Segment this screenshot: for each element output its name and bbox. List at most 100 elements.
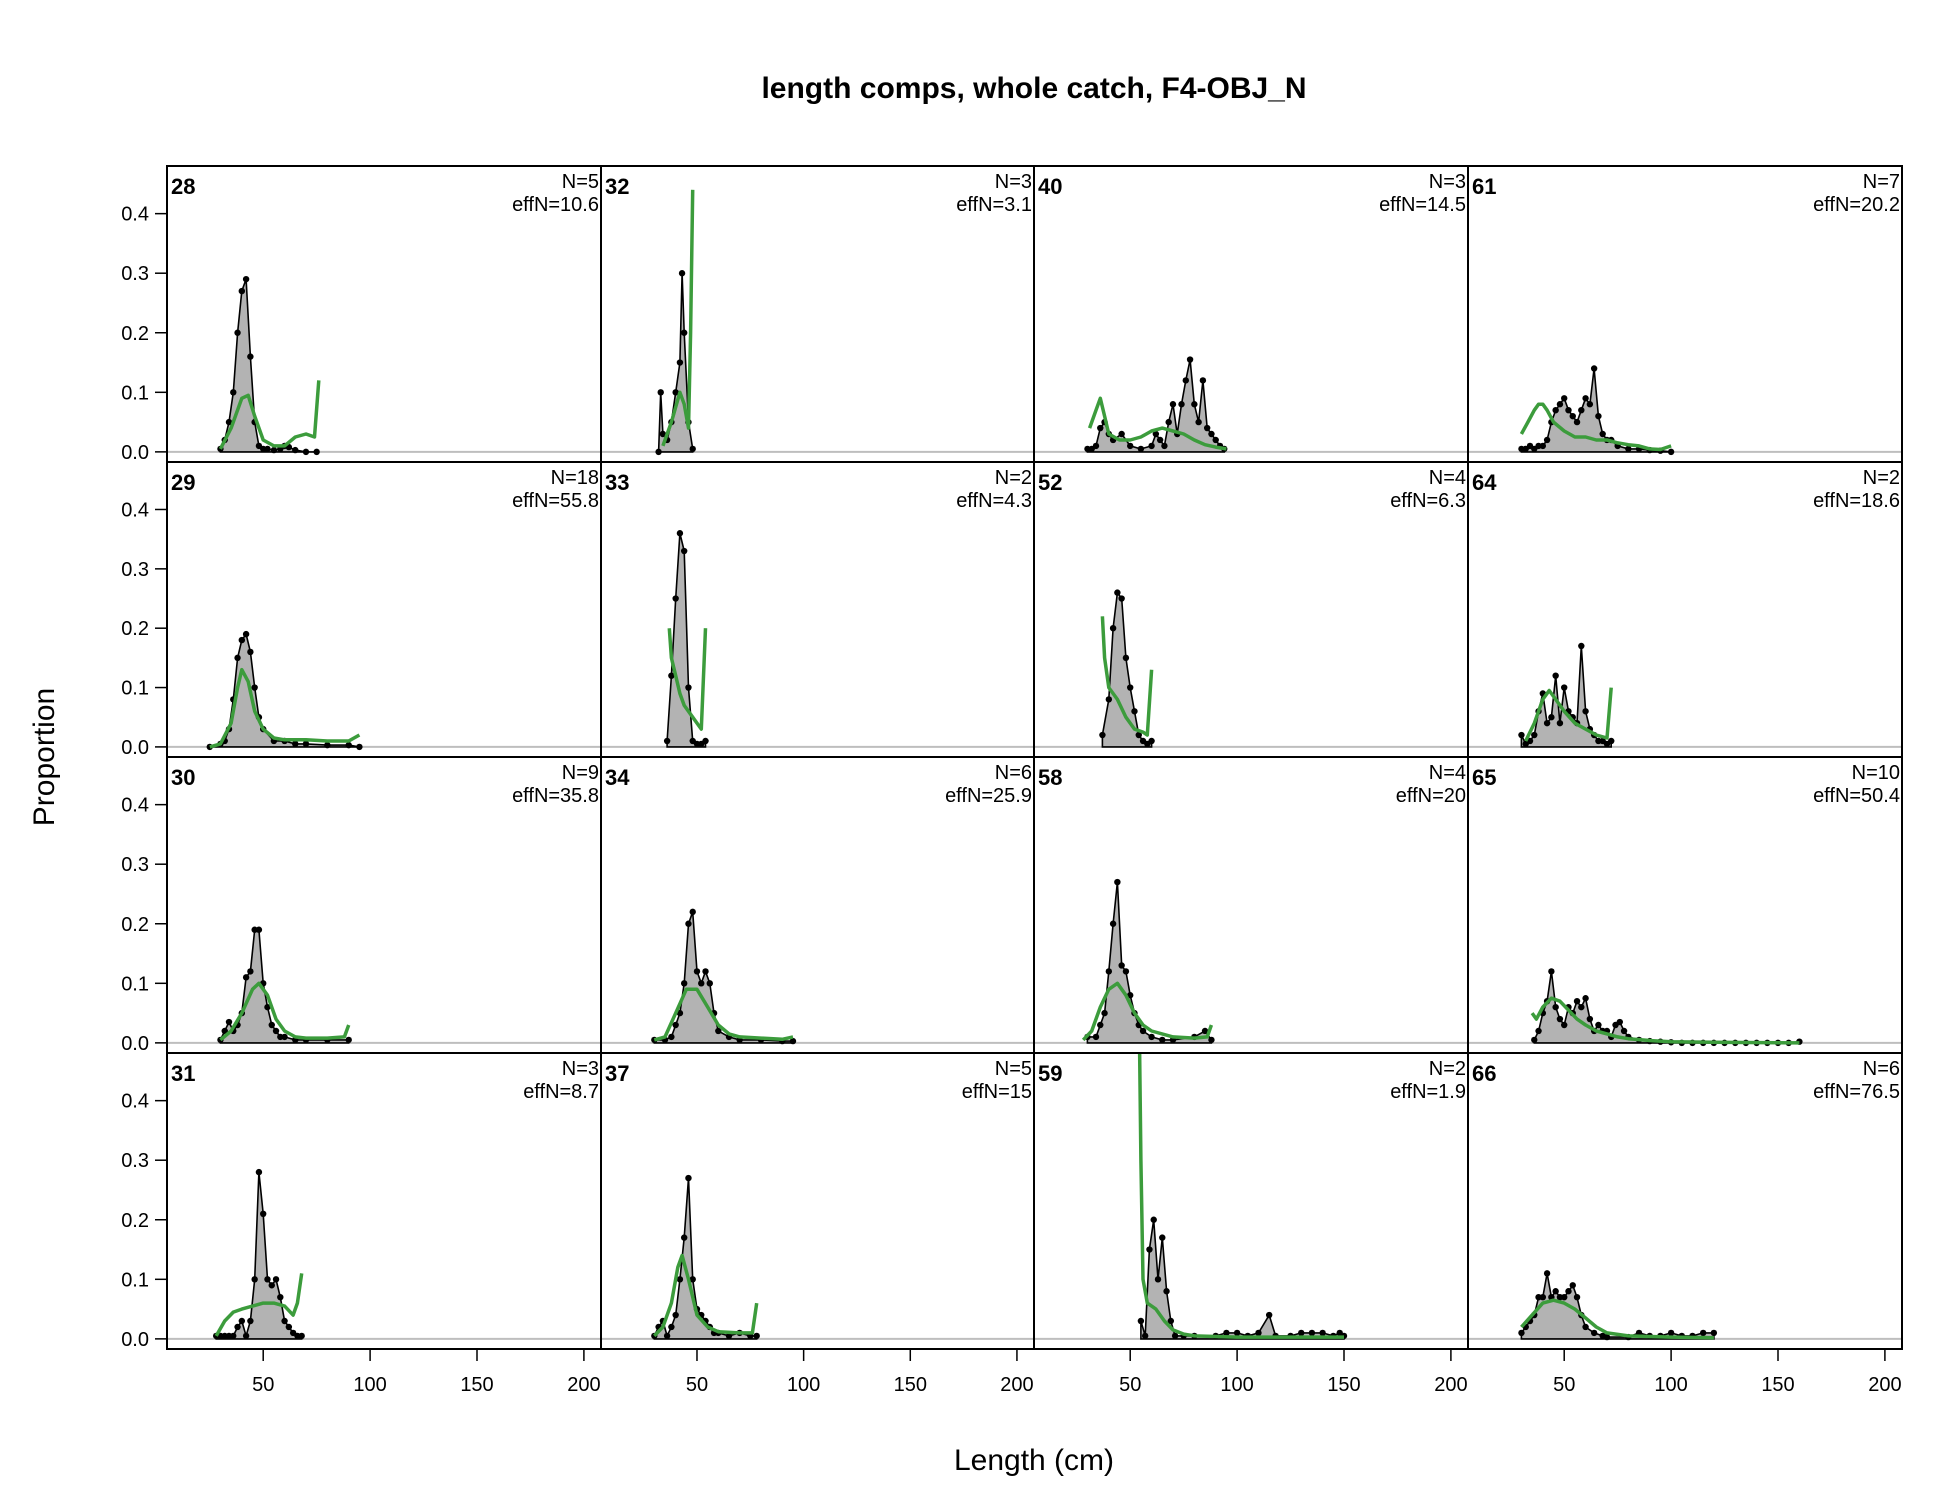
observed-point	[680, 329, 688, 336]
sample-size-n: N=18	[551, 467, 599, 489]
observed-point	[292, 740, 299, 748]
observed-point	[1552, 1003, 1559, 1011]
effective-n: effN=10.6	[512, 194, 599, 216]
expected-line	[667, 628, 708, 731]
panel-29	[167, 630, 601, 751]
y-tick-label: 0.0	[121, 737, 149, 759]
observed-point	[1578, 1003, 1585, 1011]
sample-size-n: N=5	[562, 171, 599, 193]
observed-point	[1543, 1270, 1551, 1277]
observed-point	[242, 275, 250, 283]
expected-line	[1519, 402, 1672, 452]
effective-n: effN=25.9	[945, 785, 1032, 807]
observed-point	[247, 353, 254, 360]
y-tick-label: 0.2	[121, 914, 149, 936]
panel-label: 66	[1472, 1061, 1496, 1086]
observed-point	[1616, 1018, 1623, 1026]
observed-point	[715, 1027, 722, 1035]
expected-line	[1524, 687, 1613, 742]
observed-point	[264, 1003, 271, 1011]
observed-point	[1543, 719, 1551, 727]
panel-32	[601, 189, 1034, 456]
observed-point	[242, 630, 250, 638]
observed-point	[1165, 418, 1172, 426]
observed-area	[1140, 1219, 1345, 1340]
observed-point	[234, 329, 241, 336]
y-tick-label: 0.2	[121, 323, 149, 345]
expected-line	[219, 981, 351, 1042]
x-tick-label: 100	[353, 1374, 386, 1396]
observed-point	[789, 1037, 797, 1045]
observed-point	[1148, 737, 1155, 745]
observed-area	[1520, 645, 1612, 748]
expected-line	[1137, 1053, 1344, 1339]
observed-point	[1118, 430, 1125, 438]
observed-point	[1178, 401, 1185, 408]
effective-n: effN=50.4	[1813, 785, 1900, 807]
observed-point	[1578, 406, 1585, 414]
observed-point	[1159, 1036, 1166, 1044]
observed-point	[1265, 1311, 1273, 1319]
observed-point	[230, 389, 237, 396]
observed-area	[666, 533, 707, 748]
panel-label: 28	[171, 174, 195, 199]
observed-point	[1620, 1027, 1628, 1035]
sample-size-n: N=3	[995, 171, 1032, 193]
observed-point	[1565, 406, 1572, 414]
observed-point	[725, 1332, 733, 1340]
observed-point	[277, 1293, 284, 1301]
observed-point	[1552, 672, 1559, 679]
observed-area	[1101, 590, 1153, 748]
observed-point	[668, 1033, 675, 1041]
observed-point	[1569, 412, 1576, 420]
observed-point	[225, 418, 233, 426]
observed-point	[1573, 1293, 1581, 1301]
sample-size-n: N=4	[1429, 762, 1466, 784]
observed-point	[672, 1021, 679, 1029]
observed-point	[1171, 1332, 1179, 1340]
effective-n: effN=1.9	[1390, 1081, 1466, 1103]
observed-point	[1114, 589, 1121, 596]
expected-line	[653, 987, 794, 1042]
observed-point	[313, 448, 320, 456]
observed-point	[693, 968, 701, 975]
observed-point	[1105, 696, 1113, 703]
observed-point	[1548, 968, 1555, 975]
y-tick-label: 0.1	[121, 973, 149, 995]
observed-point	[255, 926, 263, 933]
observed-point	[1308, 1329, 1316, 1337]
x-tick-label: 150	[1327, 1374, 1360, 1396]
observed-point	[1552, 1288, 1559, 1295]
observed-point	[1118, 595, 1125, 602]
observed-point	[1148, 442, 1155, 450]
panel-label: 40	[1038, 174, 1062, 199]
observed-point	[1127, 442, 1134, 450]
observed-point	[702, 968, 709, 975]
y-tick-label: 0.2	[121, 618, 149, 640]
observed-point	[1163, 1288, 1170, 1295]
observed-point	[238, 636, 246, 644]
panel-58	[1034, 878, 1468, 1044]
observed-point	[1186, 356, 1194, 363]
observed-point	[1208, 1036, 1215, 1044]
expected-line	[661, 189, 695, 447]
observed-point	[1578, 642, 1585, 650]
y-tick-label: 0.1	[121, 382, 149, 404]
observed-point	[1223, 1329, 1230, 1337]
observed-point	[1556, 401, 1564, 408]
observed-point	[1161, 442, 1168, 450]
observed-point	[345, 1036, 352, 1044]
observed-point	[1582, 995, 1589, 1002]
observed-point	[685, 920, 692, 927]
observed-point	[1518, 731, 1525, 739]
observed-point	[1159, 1234, 1166, 1241]
panel-label: 30	[171, 765, 195, 790]
observed-point	[1667, 448, 1675, 456]
observed-point	[1169, 401, 1177, 408]
x-tick-label: 150	[460, 1374, 493, 1396]
y-tick-label: 0.1	[121, 1269, 149, 1291]
observed-point	[1208, 430, 1215, 438]
panel-64	[1468, 642, 1902, 748]
observed-point	[1114, 878, 1121, 886]
observed-point	[1518, 1329, 1525, 1337]
